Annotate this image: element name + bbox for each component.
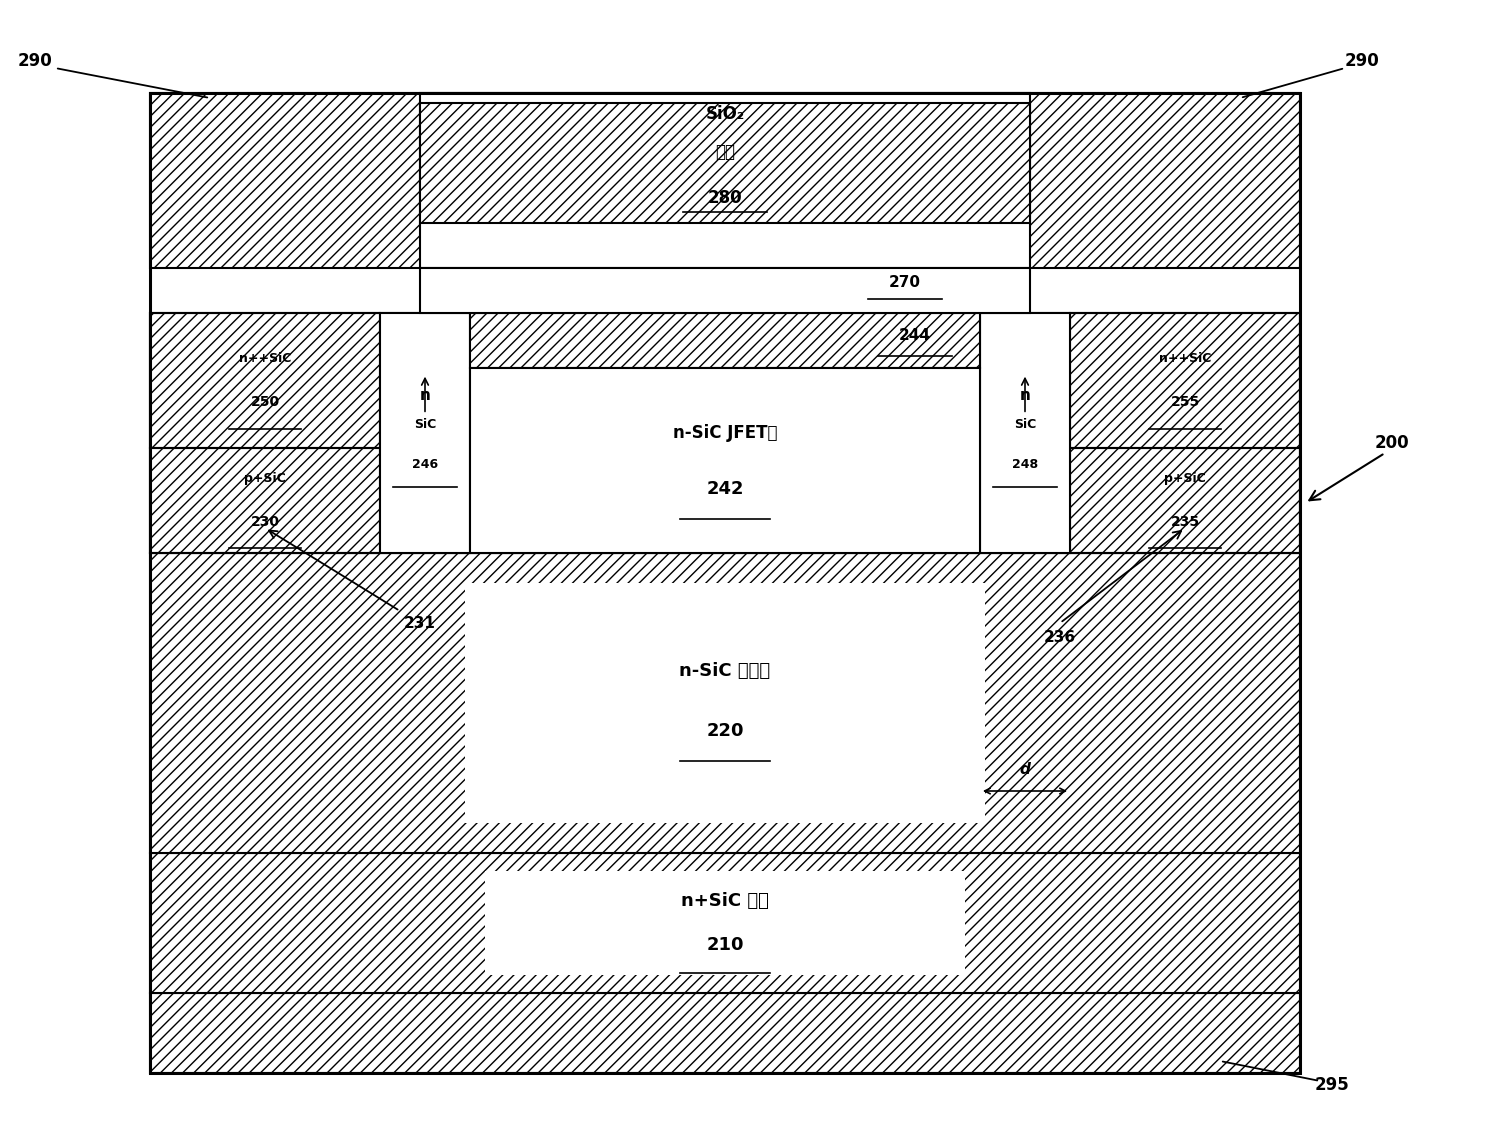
Text: d: d — [1019, 761, 1031, 776]
Bar — [150, 853, 1299, 993]
Bar — [150, 313, 380, 448]
Text: n-SiC 漂移区: n-SiC 漂移区 — [679, 661, 770, 681]
Text: 295: 295 — [1316, 1076, 1350, 1094]
Text: 244: 244 — [898, 328, 931, 343]
Bar — [469, 368, 980, 553]
Text: 235: 235 — [1171, 515, 1199, 530]
Bar — [150, 553, 1299, 853]
Bar — [150, 448, 380, 553]
Text: 230: 230 — [250, 515, 280, 530]
Bar — [420, 268, 1030, 313]
Bar — [150, 93, 1299, 268]
Bar — [420, 103, 1030, 223]
Text: 242: 242 — [706, 480, 744, 497]
Bar — [150, 993, 1299, 1072]
Text: 270: 270 — [890, 275, 921, 290]
Text: 200: 200 — [1375, 433, 1410, 451]
Bar — [1070, 448, 1299, 553]
Text: 220: 220 — [706, 722, 744, 740]
Text: SiO₂: SiO₂ — [705, 104, 745, 124]
Text: 290: 290 — [18, 52, 52, 70]
Bar — [465, 583, 985, 823]
Bar — [486, 871, 966, 975]
Text: p+SiC: p+SiC — [244, 472, 286, 485]
Text: 231: 231 — [404, 615, 437, 630]
Bar — [980, 313, 1070, 553]
Text: n++SiC: n++SiC — [238, 351, 291, 365]
Bar — [380, 313, 469, 553]
Bar — [1070, 313, 1299, 448]
Bar — [420, 93, 1030, 268]
Text: n: n — [420, 387, 431, 402]
Text: 246: 246 — [411, 458, 438, 472]
Text: 290: 290 — [1345, 52, 1380, 70]
Text: 削极: 削极 — [715, 144, 735, 162]
Text: 255: 255 — [1170, 395, 1199, 410]
Text: n-SiC JFET区: n-SiC JFET区 — [673, 423, 778, 441]
Text: 248: 248 — [1012, 458, 1039, 472]
Bar — [150, 93, 1299, 1072]
Text: 250: 250 — [250, 395, 280, 410]
Text: SiC: SiC — [1013, 419, 1036, 431]
Text: 236: 236 — [1044, 630, 1076, 646]
Text: 280: 280 — [708, 189, 742, 207]
Text: 210: 210 — [706, 935, 744, 955]
Text: n+SiC 衬底: n+SiC 衬底 — [681, 892, 769, 910]
Text: n++SiC: n++SiC — [1159, 351, 1211, 365]
Text: n: n — [1019, 387, 1031, 402]
Text: p+SiC: p+SiC — [1164, 472, 1205, 485]
Text: SiC: SiC — [414, 419, 437, 431]
Bar — [469, 313, 980, 368]
Bar — [150, 313, 1299, 553]
